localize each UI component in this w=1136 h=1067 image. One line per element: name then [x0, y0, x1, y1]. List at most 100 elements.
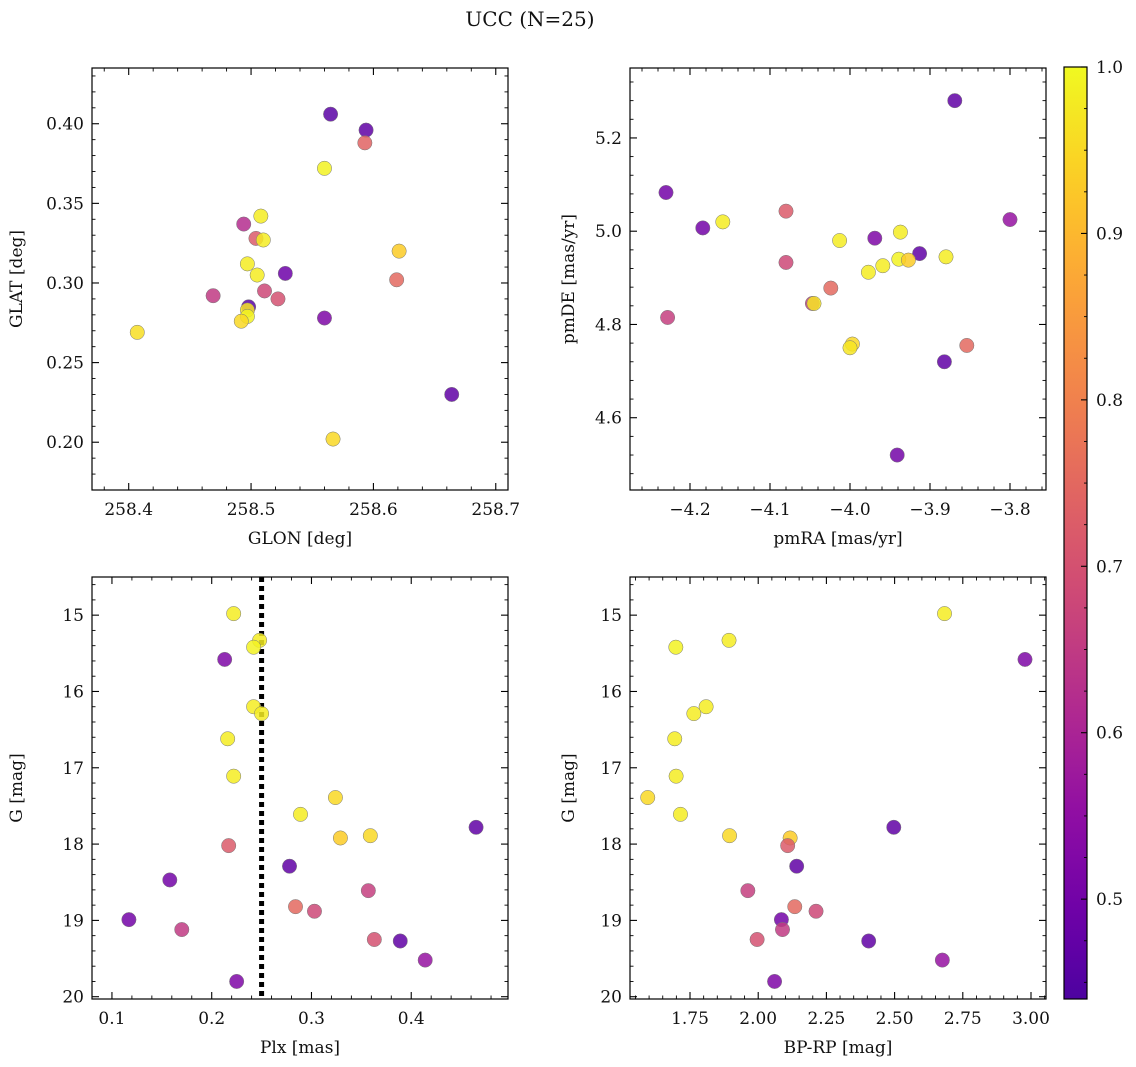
data-point [357, 135, 373, 151]
panel-bprp-g: 1.75 2.00 2.25 2.50 2.75 3.00 15 16 17 18 19 20 BP-R… [559, 576, 1050, 1058]
y-axis-label: G [mag] [7, 753, 27, 822]
data-point [293, 806, 308, 822]
data-point [254, 706, 270, 722]
data-point [842, 340, 858, 356]
data-point [900, 252, 916, 268]
data-point [270, 291, 286, 307]
x-tick-label: 3.00 [1012, 1009, 1050, 1029]
data-point [780, 838, 796, 854]
x-tick-label: −4.0 [829, 500, 870, 520]
y-tick-label: 18 [600, 835, 622, 855]
y-tick-label: 15 [62, 606, 84, 626]
y-tick-label: 5.0 [595, 222, 622, 242]
y-axis-label: GLAT [deg] [7, 230, 27, 328]
data-point [229, 973, 245, 989]
data-point [892, 224, 908, 240]
data-point [832, 233, 848, 248]
data-point [121, 912, 137, 928]
data-point [217, 651, 233, 667]
panel-plx-g: 0.1 0.2 0.3 0.4 15 16 17 18 19 20 Plx [mas] G [mag] [7, 576, 509, 1058]
y-axis-label: pmDE [mas/yr] [559, 214, 579, 344]
data-point [282, 858, 297, 874]
figure-title: UCC (N=25) [465, 7, 594, 31]
data-point [366, 932, 382, 947]
data-point [673, 806, 688, 822]
colorbar-tick-label: 0.6 [1096, 724, 1123, 744]
data-point [934, 952, 950, 968]
data-point [468, 819, 484, 835]
y-tick-label: 17 [600, 759, 622, 779]
data-point [806, 296, 822, 311]
data-point [246, 639, 262, 655]
data-point [162, 872, 178, 888]
data-point [698, 699, 714, 715]
axes-frame [629, 576, 1047, 1000]
x-tick-label: 0.3 [298, 1009, 325, 1029]
y-tick-label: 19 [62, 911, 84, 931]
x-tick-label: 1.75 [671, 1009, 709, 1029]
x-tick-label: 2.75 [944, 1009, 982, 1029]
data-point [861, 933, 877, 949]
data-point [640, 790, 656, 805]
y-axis-label: G [mag] [559, 753, 579, 822]
data-point [332, 830, 348, 846]
x-tick-label: 2.00 [739, 1009, 777, 1029]
panels-layer: 258.4 258.5 258.6 258.70.200.250.300.350.40… [7, 67, 1050, 1058]
data-point [767, 973, 783, 989]
data-point [721, 632, 737, 648]
x-tick-label: −4.2 [669, 500, 710, 520]
data-point [325, 431, 341, 447]
data-point [715, 214, 731, 230]
data-point [317, 160, 332, 176]
y-tick-label: 0.20 [46, 433, 84, 453]
x-axis-label: pmRA [mas/yr] [773, 529, 902, 549]
data-point [417, 952, 433, 968]
data-point [875, 258, 891, 274]
data-point [668, 639, 684, 655]
data-point [947, 93, 963, 109]
y-tick-label: 0.35 [46, 194, 84, 214]
panel-pmra-pmde: −4.2 −4.1 −4.0 −3.9 −3.8 4.6 4.8 5.0 5.2 pmRA [ma… [559, 67, 1047, 549]
data-point [239, 256, 255, 272]
colorbar-tick-label: 0.5 [1096, 890, 1123, 910]
colorbar-tick-label: 0.8 [1096, 391, 1123, 411]
x-tick-label: 2.25 [807, 1009, 845, 1029]
x-tick-label: 2.50 [876, 1009, 914, 1029]
data-point [253, 208, 269, 224]
data-point [808, 903, 824, 919]
axes-frame [629, 67, 1047, 491]
x-tick-label: 0.4 [398, 1009, 425, 1029]
data-point [233, 313, 249, 329]
data-point [787, 899, 803, 915]
data-point [358, 122, 374, 138]
panel-glon-glat: 258.4 258.5 258.6 258.7 0.20 0.25 0.30 0.35 0.40… [7, 67, 520, 549]
data-point [327, 790, 343, 805]
data-point [323, 106, 339, 122]
data-point [257, 283, 272, 299]
data-point [205, 288, 221, 304]
y-tick-label: 0.30 [46, 274, 84, 294]
data-point [307, 903, 322, 919]
y-tick-label: 16 [600, 682, 622, 702]
data-point [886, 819, 902, 835]
y-tick-label: 17 [62, 759, 84, 779]
data-point [174, 922, 190, 938]
y-tick-label: 0.25 [46, 354, 84, 374]
x-tick-label: −3.8 [989, 500, 1030, 520]
x-tick-label: −4.1 [749, 500, 790, 520]
x-tick-label: −3.9 [909, 500, 950, 520]
y-tick-label: 20 [62, 988, 84, 1008]
data-point [220, 731, 236, 747]
data-point [129, 324, 145, 340]
x-tick-label: 258.5 [227, 500, 276, 520]
data-point [686, 706, 702, 722]
colorbar-gradient [1063, 66, 1088, 1000]
axes-frame [91, 67, 509, 491]
axes-frame [91, 576, 509, 1000]
y-tick-label: 16 [62, 682, 84, 702]
data-point [722, 828, 738, 844]
data-point [938, 249, 954, 265]
x-axis-label: BP-RP [mag] [784, 1038, 893, 1058]
data-point [867, 230, 883, 246]
data-point [860, 264, 876, 280]
